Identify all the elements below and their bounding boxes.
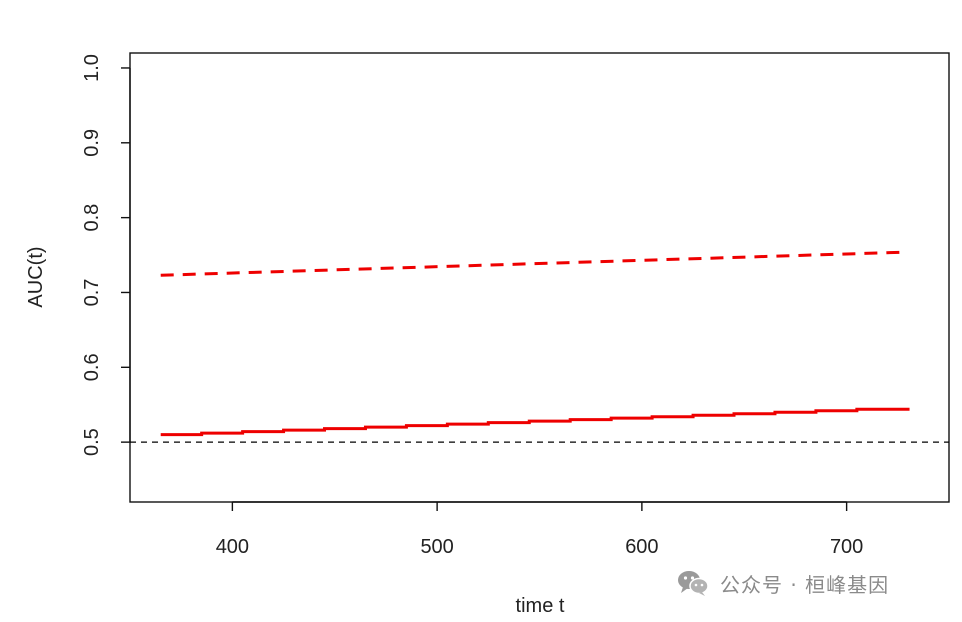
plot-frame <box>129 52 950 503</box>
x-tick-label: 700 <box>830 536 863 558</box>
wechat-icon <box>678 571 709 596</box>
x-tick-label: 400 <box>216 536 249 558</box>
y-axis: 0.5 0.6 0.7 0.8 0.9 1.0 <box>81 54 131 456</box>
y-tick-label: 0.8 <box>81 204 103 232</box>
y-axis-title: AUC(t) <box>25 246 47 307</box>
series-line-1 <box>160 250 909 277</box>
y-tick-label: 0.5 <box>81 428 103 456</box>
x-axis-title: time t <box>516 595 565 617</box>
y-tick-label: 1.0 <box>81 54 103 82</box>
watermark: 公众号 · 桓峰基因 <box>676 566 889 600</box>
x-tick-label: 600 <box>625 536 658 558</box>
x-axis: 400 500 600 700 <box>216 501 863 558</box>
series-line-2 <box>160 407 910 437</box>
watermark-text: 公众号 · 桓峰基因 <box>720 572 890 597</box>
y-tick-label: 0.7 <box>81 279 103 307</box>
y-tick-label: 0.9 <box>81 129 103 157</box>
x-tick-label: 500 <box>420 536 453 558</box>
plot-area <box>130 250 949 443</box>
y-tick-label: 0.6 <box>81 353 103 381</box>
